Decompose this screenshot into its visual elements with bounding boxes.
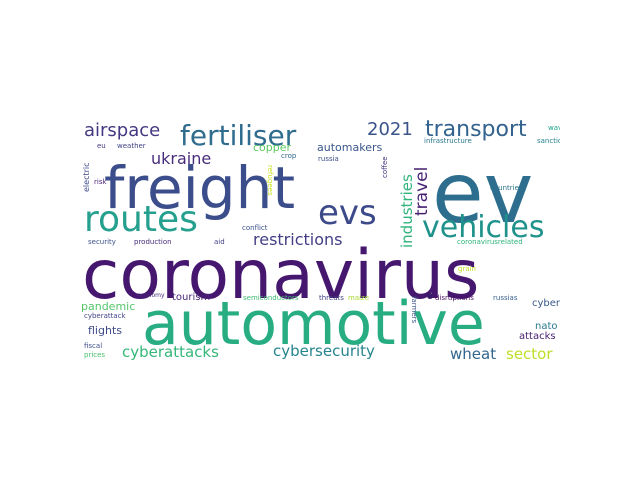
- word-coronavirus: coronavirus: [82, 236, 479, 315]
- word-semiconductors: semiconductors: [243, 294, 299, 302]
- word-russia: russia: [318, 155, 339, 163]
- word-ev: ev: [432, 144, 533, 242]
- dot-mark: [427, 293, 433, 299]
- word-transport: transport: [425, 120, 527, 142]
- word-farmers: farmers: [410, 296, 418, 324]
- word-vehicles: vehicles: [422, 210, 544, 245]
- word-travel: travel: [412, 167, 432, 216]
- word-pandemic: pandemic: [81, 300, 135, 313]
- word-attacks: attacks: [519, 331, 556, 342]
- word-industries: industries: [398, 174, 416, 248]
- word-infrastructure: infrastructure: [424, 137, 472, 145]
- word-grain: grain: [458, 265, 476, 273]
- word-restrictions: restrictions: [253, 230, 342, 249]
- word-coffee: coffee: [381, 156, 389, 178]
- word-threats: threats: [319, 294, 344, 302]
- word-flights: flights: [88, 324, 122, 337]
- word-sector: sector: [506, 345, 553, 360]
- word-refugees: refugees: [266, 165, 274, 196]
- word-sanctions: sanctions: [537, 137, 560, 145]
- word-waves: waves: [548, 124, 560, 132]
- word-cloud: coronavirus ev automotive freight routes…: [80, 120, 560, 360]
- word-eu: eu: [97, 142, 106, 150]
- word-coronavirusrelated: coronavirusrelated: [457, 238, 523, 246]
- word-disruptions: disruptions: [435, 294, 474, 302]
- word-countries: countries: [490, 184, 523, 192]
- word-2021: 2021: [367, 120, 413, 140]
- word-cybersecurity: cybersecurity: [273, 342, 375, 360]
- word-ukraine: ukraine: [151, 149, 211, 168]
- word-aid: aid: [214, 238, 225, 246]
- word-routes: routes: [84, 199, 198, 240]
- word-tourism: tourism: [172, 292, 210, 303]
- word-automakers: automakers: [317, 141, 382, 154]
- word-evs: evs: [318, 193, 377, 233]
- word-cloud-canvas: coronavirus ev automotive freight routes…: [81, 120, 560, 360]
- word-economy: economy: [137, 292, 165, 299]
- word-weather: weather: [117, 142, 146, 150]
- word-conflict: conflict: [242, 224, 268, 232]
- word-security: security: [88, 238, 116, 246]
- word-cyber: cyber: [532, 298, 560, 309]
- word-freight: freight: [104, 154, 295, 222]
- word-wheat: wheat: [450, 345, 496, 360]
- word-prices: prices: [84, 351, 105, 359]
- word-fertiliser: fertiliser: [180, 120, 297, 152]
- word-automotive: automotive: [142, 289, 485, 359]
- word-risk: risk: [94, 178, 107, 186]
- word-electric: electric: [82, 162, 91, 192]
- word-fiscal: fiscal: [84, 342, 102, 350]
- word-production: production: [134, 238, 172, 246]
- word-airspace: airspace: [84, 120, 160, 141]
- word-crop: crop: [281, 152, 297, 160]
- word-nato: nato: [535, 321, 558, 332]
- word-cyberattacks: cyberattacks: [122, 343, 219, 360]
- word-copper: copper: [253, 141, 292, 154]
- word-cyberattack: cyberattack: [84, 312, 127, 320]
- word-russias: russias: [493, 294, 518, 302]
- word-maize: maize: [348, 294, 369, 302]
